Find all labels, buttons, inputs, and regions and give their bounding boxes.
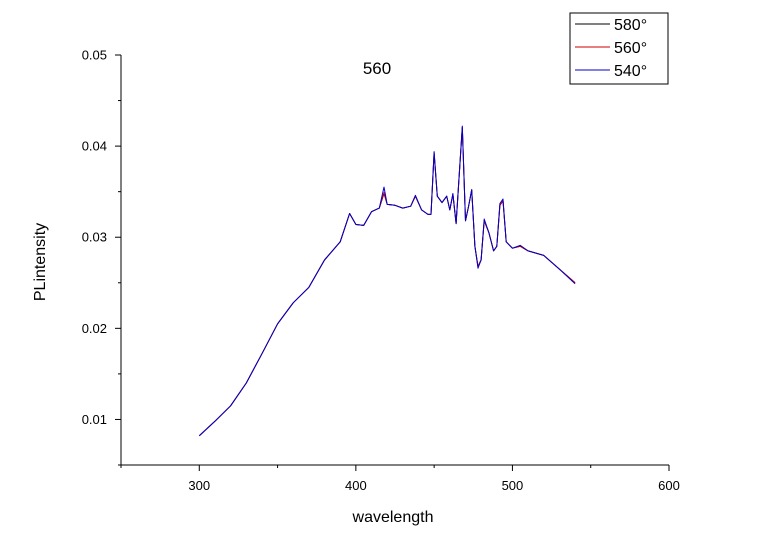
y-tick-label: 0.03 — [82, 230, 107, 245]
legend-label-1: 580° — [614, 17, 647, 34]
y-tick-label: 0.01 — [82, 412, 107, 427]
y-axis-title: PLintensity — [32, 223, 49, 301]
x-tick-label: 600 — [658, 478, 680, 493]
legend-box — [569, 12, 669, 85]
chart-title: 560 — [363, 59, 391, 78]
x-tick-label: 500 — [502, 478, 524, 493]
legend-label-2: 560° — [614, 40, 647, 57]
y-tick-label: 0.05 — [82, 48, 107, 63]
legend: 580° 560° 540° — [569, 12, 669, 85]
plot-axes — [120, 55, 669, 466]
axis-ticks: 300 400 500 600 0.01 0.02 0.03 0.04 0.05 — [82, 48, 680, 494]
x-tick-label: 300 — [188, 478, 210, 493]
series-lines — [198, 125, 576, 437]
x-axis-title: wavelength — [352, 509, 434, 526]
legend-label-3: 540° — [614, 63, 647, 80]
y-tick-label: 0.02 — [82, 321, 107, 336]
x-tick-label: 400 — [345, 478, 367, 493]
y-tick-label: 0.04 — [82, 139, 107, 154]
series-line-2 — [198, 126, 576, 437]
series-line-3 — [198, 125, 576, 437]
series-line-1 — [198, 127, 576, 437]
